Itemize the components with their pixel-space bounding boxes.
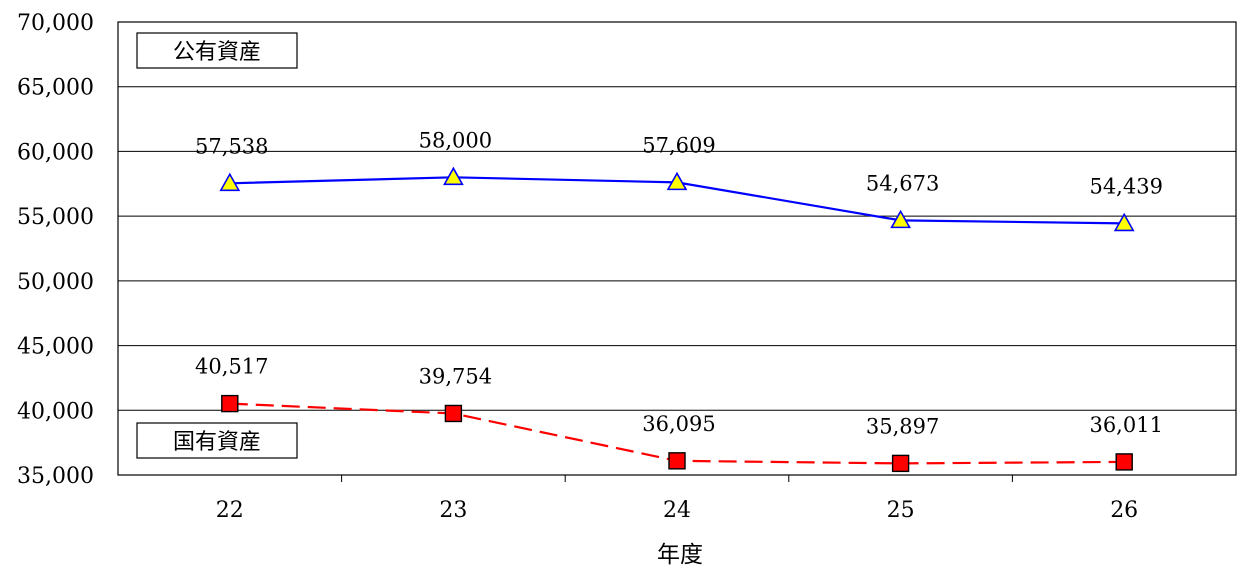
y-tick-label: 50,000 [17, 270, 94, 295]
x-tick-label: 24 [663, 498, 691, 523]
y-tick-label: 45,000 [17, 335, 94, 360]
data-point-square [444, 404, 463, 423]
data-point-square [1115, 453, 1133, 471]
x-tick-label: 25 [887, 498, 915, 523]
data-point-triangle [666, 171, 688, 191]
data-point-triangle [219, 172, 241, 192]
data-point-triangle [890, 209, 911, 229]
y-tick-label: 70,000 [17, 11, 94, 36]
x-axis-ticks: 22 23 24 25 26 [216, 475, 1138, 523]
x-tick-label: 23 [439, 498, 467, 523]
data-label: 35,897 [866, 414, 939, 438]
data-point-triangle [1113, 212, 1135, 232]
legend-label: 公有資産 [173, 40, 261, 65]
data-label: 40,517 [195, 355, 268, 379]
plot-frame [117, 21, 1237, 476]
data-point-triangle [443, 166, 464, 186]
x-axis-title: 年度 [657, 542, 703, 568]
data-label: 36,095 [642, 412, 715, 436]
y-tick-label: 65,000 [17, 76, 94, 101]
data-label: 36,011 [1089, 413, 1162, 437]
legend-box [136, 32, 298, 69]
series-layer: 57,538 58,000 57,609 54,673 54,439 40,517 39,7… [195, 128, 1163, 473]
data-label: 57,609 [642, 133, 715, 157]
data-label: 39,754 [419, 364, 492, 388]
grid-lines [118, 21, 1236, 411]
data-label: 57,538 [195, 134, 268, 158]
x-tick-label: 22 [216, 498, 244, 523]
y-tick-label: 40,000 [17, 399, 94, 424]
axes [117, 21, 1237, 476]
legend-box [136, 422, 298, 459]
y-tick-label: 60,000 [17, 140, 94, 165]
data-point-square [221, 394, 239, 413]
y-axis-ticks: 35,000 40,000 45,000 50,000 55,000 60,000 65,0… [17, 11, 94, 489]
data-point-square [891, 454, 910, 473]
data-label: 58,000 [419, 128, 492, 152]
x-tick-label: 26 [1110, 498, 1138, 523]
data-point-square [668, 452, 686, 470]
data-label: 54,439 [1089, 174, 1162, 198]
legend-label: 国有資産 [173, 430, 261, 455]
data-label: 54,673 [866, 171, 939, 195]
y-tick-label: 35,000 [17, 464, 94, 489]
y-tick-label: 55,000 [17, 205, 94, 230]
